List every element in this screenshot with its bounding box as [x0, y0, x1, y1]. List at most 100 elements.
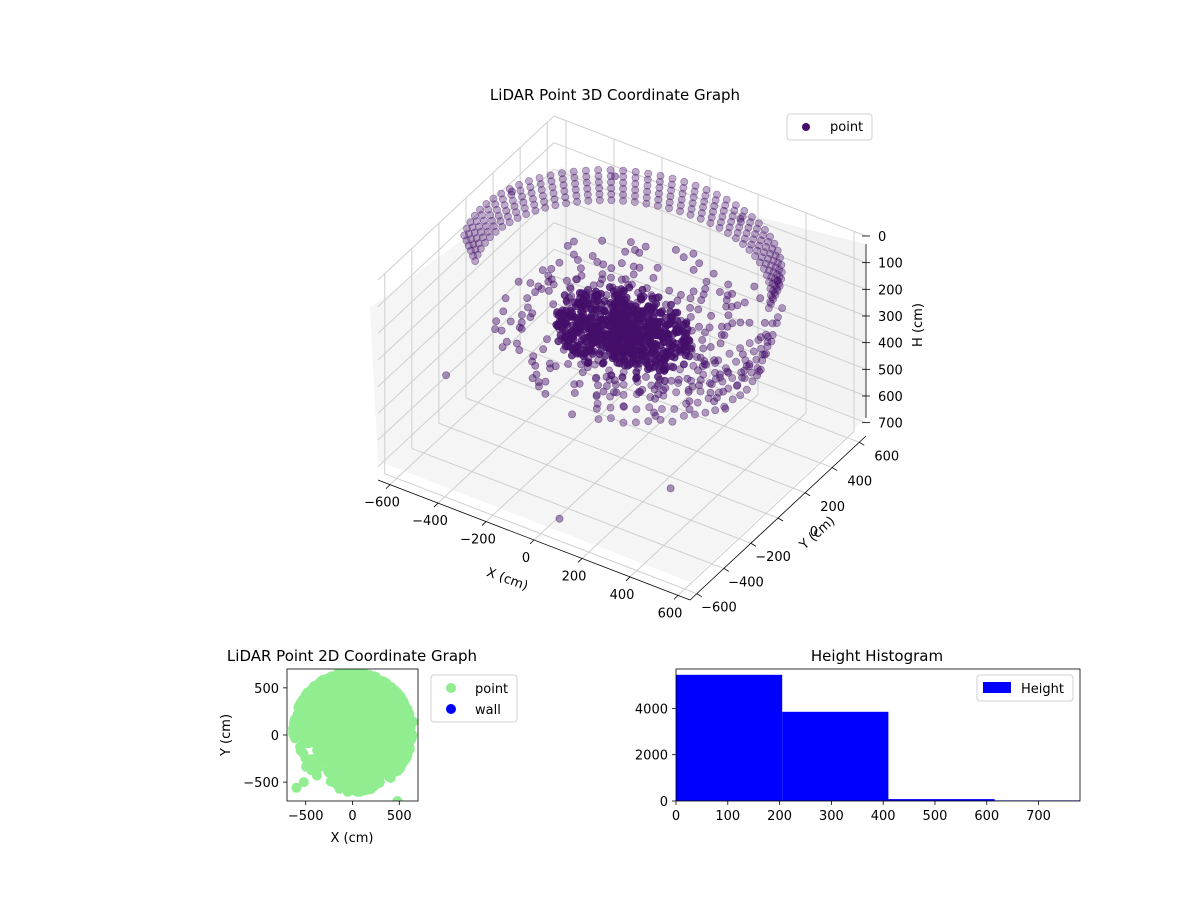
point-3d: [588, 311, 596, 319]
point-3d: [593, 258, 602, 266]
point-3d: [631, 330, 640, 338]
histogram-bar: [676, 674, 783, 801]
point-3d: [644, 169, 653, 178]
point-3d: [702, 277, 711, 286]
point-3d: [577, 264, 585, 273]
point-3d: [776, 253, 784, 262]
point-3d: [684, 387, 693, 396]
y-tick-mark-3d: [750, 542, 757, 547]
point-3d: [522, 210, 531, 218]
point-3d: [659, 346, 668, 355]
point-3d: [702, 185, 711, 194]
point-3d: [525, 177, 533, 186]
point-2d: [305, 707, 316, 718]
point-3d: [616, 327, 625, 336]
point-2d: [289, 731, 300, 742]
point-3d: [761, 318, 769, 327]
y-tick-label-3d: −600: [701, 601, 737, 616]
legend-3d-label: point: [830, 120, 863, 135]
point-3d: [644, 417, 653, 426]
point-3d: [706, 219, 715, 227]
x-tick-label-hist: 100: [715, 809, 740, 824]
point-3d: [724, 228, 732, 237]
point-3d: [607, 273, 615, 282]
point-2d: [291, 782, 302, 793]
point-3d: [561, 327, 570, 336]
point-3d: [674, 328, 683, 336]
point-3d: [656, 177, 664, 186]
point-3d: [555, 514, 564, 523]
point-2d: [353, 693, 364, 704]
point-3d: [570, 326, 578, 335]
point-2d: [332, 669, 343, 679]
point-3d: [716, 339, 725, 348]
point-2d: [353, 738, 364, 749]
point-2d: [370, 671, 381, 682]
point-3d: [535, 174, 544, 182]
z-tick-label-3d: 500: [878, 363, 903, 378]
point-3d: [562, 297, 571, 305]
point-3d: [607, 414, 615, 422]
point-3d: [523, 294, 532, 302]
point-3d: [645, 316, 653, 325]
point-3d: [738, 373, 746, 382]
point-3d: [540, 197, 548, 206]
point-3d: [650, 408, 658, 417]
point-3d: [497, 326, 506, 335]
point-3d: [498, 343, 507, 351]
point-3d: [513, 339, 521, 348]
point-3d: [582, 315, 591, 324]
point-3d: [753, 371, 761, 380]
point-3d: [662, 354, 670, 363]
point-3d: [717, 322, 726, 331]
point-3d: [701, 408, 710, 417]
point-3d: [707, 213, 716, 222]
point-2d: [392, 706, 402, 717]
point-3d: [561, 193, 570, 202]
point-3d: [649, 273, 658, 282]
point-3d: [519, 198, 528, 207]
x-tick-label-hist: 600: [974, 809, 999, 824]
point-3d: [560, 187, 569, 196]
point-2d: [298, 777, 309, 788]
point-3d: [607, 196, 616, 205]
point-3d: [617, 259, 626, 268]
point-3d: [654, 372, 662, 381]
point-3d: [648, 345, 657, 354]
point-2d: [392, 725, 403, 735]
point-3d: [502, 337, 511, 346]
point-3d: [772, 319, 781, 327]
point-3d: [508, 187, 516, 196]
point-3d: [489, 194, 498, 203]
point-2d: [332, 759, 343, 770]
point-3d: [760, 264, 768, 273]
point-2d: [362, 696, 373, 707]
point-3d: [696, 387, 705, 396]
legend-hist: Height: [976, 674, 1074, 702]
point-3d: [526, 313, 535, 321]
point-3d: [623, 345, 632, 353]
point-3d: [607, 190, 616, 199]
point-3d: [688, 382, 697, 391]
point-3d: [673, 296, 682, 305]
point-3d: [562, 199, 570, 208]
lidar-3d-title: LiDAR Point 3D Coordinate Graph: [490, 86, 740, 104]
point-3d: [719, 387, 728, 396]
point-3d: [551, 201, 560, 210]
point-3d: [623, 361, 632, 370]
point-3d: [699, 344, 708, 353]
pane-left: [370, 167, 560, 461]
point-3d: [493, 205, 501, 214]
point-3d: [619, 190, 627, 199]
histogram-bar: [782, 711, 889, 801]
point-3d: [678, 189, 687, 198]
histogram-bar: [888, 799, 995, 801]
point-3d: [619, 178, 628, 187]
point-3d: [741, 356, 750, 365]
point-3d: [613, 304, 622, 312]
y-tick-label-hist: 4000: [635, 702, 668, 717]
point-3d: [567, 313, 576, 321]
legend-2d-point-label: point: [475, 682, 508, 697]
point-3d: [740, 298, 749, 307]
point-3d: [763, 332, 772, 341]
